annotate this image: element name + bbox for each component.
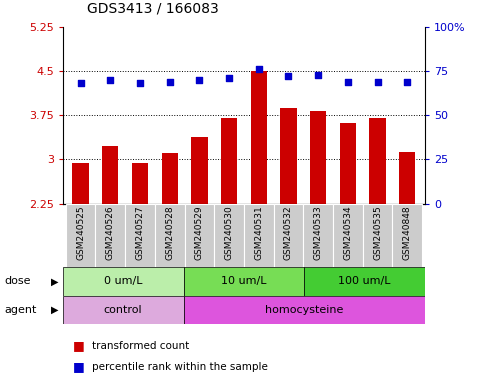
Text: ■: ■ xyxy=(72,339,84,352)
Bar xyxy=(340,123,356,204)
Text: ▶: ▶ xyxy=(51,305,58,315)
Point xyxy=(225,75,233,81)
Text: 100 um/L: 100 um/L xyxy=(339,276,391,286)
Text: agent: agent xyxy=(5,305,37,315)
Bar xyxy=(303,204,333,267)
Text: GSM240532: GSM240532 xyxy=(284,205,293,260)
Text: dose: dose xyxy=(5,276,31,286)
Text: GSM240529: GSM240529 xyxy=(195,205,204,260)
Bar xyxy=(132,164,148,204)
Point xyxy=(136,80,144,86)
Bar xyxy=(392,204,422,267)
Bar xyxy=(244,204,273,267)
Bar xyxy=(155,204,185,267)
Bar xyxy=(221,118,237,204)
Bar xyxy=(66,204,96,267)
Point xyxy=(196,77,203,83)
Point xyxy=(314,71,322,78)
Text: GSM240530: GSM240530 xyxy=(225,205,234,260)
Text: transformed count: transformed count xyxy=(92,341,189,351)
Point xyxy=(255,66,263,72)
Bar xyxy=(191,137,208,204)
Bar xyxy=(304,267,425,296)
Bar xyxy=(184,267,304,296)
Text: ▶: ▶ xyxy=(51,276,58,286)
Text: homocysteine: homocysteine xyxy=(265,305,343,315)
Bar xyxy=(399,152,415,204)
Text: 10 um/L: 10 um/L xyxy=(221,276,267,286)
Point xyxy=(166,79,173,85)
Text: GSM240533: GSM240533 xyxy=(313,205,323,260)
Bar xyxy=(63,296,184,324)
Text: GSM240526: GSM240526 xyxy=(106,205,115,260)
Text: GSM240848: GSM240848 xyxy=(403,205,412,260)
Bar xyxy=(251,71,267,204)
Bar xyxy=(214,204,244,267)
Bar xyxy=(333,204,363,267)
Text: ■: ■ xyxy=(72,360,84,373)
Bar xyxy=(96,204,125,267)
Text: GSM240531: GSM240531 xyxy=(254,205,263,260)
Bar xyxy=(363,204,392,267)
Point xyxy=(284,73,292,79)
Bar xyxy=(369,118,386,204)
Point xyxy=(77,80,85,86)
Text: 0 um/L: 0 um/L xyxy=(104,276,142,286)
Bar xyxy=(310,111,327,204)
Bar xyxy=(280,108,297,204)
Bar xyxy=(63,267,184,296)
Point xyxy=(374,79,382,85)
Bar xyxy=(184,296,425,324)
Text: GDS3413 / 166083: GDS3413 / 166083 xyxy=(87,2,219,15)
Bar xyxy=(185,204,214,267)
Text: GSM240528: GSM240528 xyxy=(165,205,174,260)
Bar xyxy=(102,146,118,204)
Bar xyxy=(72,164,89,204)
Text: GSM240527: GSM240527 xyxy=(136,205,144,260)
Bar xyxy=(273,204,303,267)
Bar xyxy=(161,154,178,204)
Point xyxy=(344,79,352,85)
Text: control: control xyxy=(104,305,142,315)
Bar xyxy=(125,204,155,267)
Text: GSM240534: GSM240534 xyxy=(343,205,352,260)
Point xyxy=(106,77,114,83)
Text: GSM240525: GSM240525 xyxy=(76,205,85,260)
Point xyxy=(403,79,411,85)
Text: percentile rank within the sample: percentile rank within the sample xyxy=(92,362,268,372)
Text: GSM240535: GSM240535 xyxy=(373,205,382,260)
